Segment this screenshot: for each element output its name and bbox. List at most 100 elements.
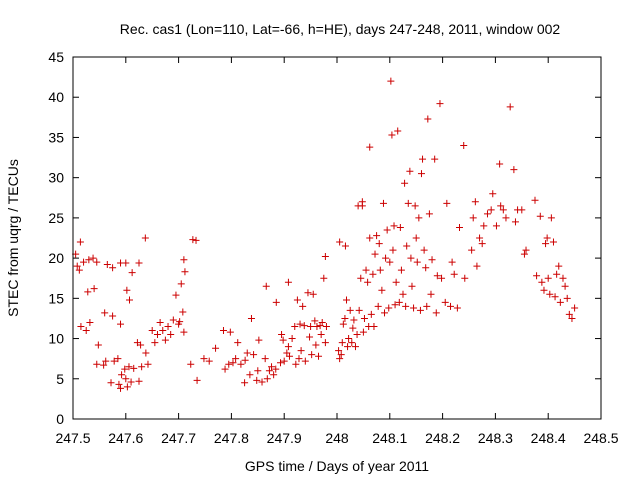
data-point (379, 199, 387, 207)
data-point (436, 100, 444, 108)
data-point (373, 232, 381, 240)
data-point (385, 304, 393, 312)
data-point (497, 202, 505, 210)
data-point (502, 214, 510, 222)
data-point (338, 339, 346, 347)
data-point (161, 336, 169, 344)
data-point (480, 222, 488, 230)
data-point (237, 360, 245, 368)
data-point (300, 322, 308, 330)
y-tick-label: 25 (48, 210, 64, 226)
data-point (277, 359, 285, 367)
data-point (538, 278, 546, 286)
data-point (408, 282, 416, 290)
y-tick-label: 30 (48, 170, 64, 186)
x-tick-label: 247.6 (108, 430, 143, 446)
data-point (253, 376, 261, 384)
data-point (232, 355, 240, 363)
data-point (93, 258, 101, 266)
data-point (345, 335, 353, 343)
data-point (180, 328, 188, 336)
data-points (72, 77, 579, 392)
data-point (82, 327, 90, 335)
data-point (473, 262, 481, 270)
data-point (109, 312, 117, 320)
data-point (370, 322, 378, 330)
data-point (107, 379, 115, 387)
y-tick-label: 35 (48, 129, 64, 145)
data-point (272, 298, 280, 306)
data-point (189, 236, 197, 244)
data-point (109, 264, 117, 272)
data-point (192, 236, 200, 244)
data-point (378, 286, 386, 294)
x-tick-label: 248 (325, 430, 349, 446)
data-point (125, 363, 133, 371)
data-point (138, 363, 146, 371)
data-point (433, 272, 441, 280)
data-point (531, 196, 539, 204)
data-point (200, 355, 208, 363)
data-point (272, 365, 280, 373)
chart-title: Rec. cas1 (Lon=110, Lat=-66, h=HE), days… (120, 21, 561, 37)
data-point (121, 365, 129, 373)
data-point (447, 302, 455, 310)
data-point (392, 278, 400, 286)
data-point (226, 328, 234, 336)
data-point (321, 253, 329, 261)
data-point (73, 262, 81, 270)
data-point (518, 206, 526, 214)
data-point (397, 266, 405, 274)
data-point (118, 371, 126, 379)
data-point (336, 238, 344, 246)
data-point (544, 274, 552, 282)
data-point (156, 318, 164, 326)
data-point (543, 234, 551, 242)
data-point (221, 365, 229, 373)
data-point (177, 280, 185, 288)
data-point (559, 274, 567, 282)
data-point (388, 131, 396, 139)
data-point (123, 286, 131, 294)
data-point (234, 339, 242, 347)
data-point (424, 115, 432, 123)
data-point (313, 322, 321, 330)
data-point (89, 254, 97, 262)
data-point (172, 291, 180, 299)
data-point (438, 274, 446, 282)
data-point (432, 309, 440, 317)
data-point (341, 314, 349, 322)
x-tick-label: 248.1 (372, 430, 407, 446)
data-point (394, 127, 402, 135)
data-point (450, 270, 458, 278)
data-point (417, 170, 425, 178)
data-point (102, 357, 110, 365)
data-point (241, 379, 249, 387)
data-point (278, 331, 286, 339)
data-point (357, 274, 365, 282)
data-point (254, 367, 262, 375)
data-point (308, 351, 316, 359)
data-point (496, 160, 504, 168)
data-point (279, 336, 287, 344)
data-point (176, 318, 184, 326)
data-point (153, 331, 161, 339)
data-point (431, 155, 439, 163)
data-point (416, 306, 424, 314)
data-point (561, 282, 569, 290)
data-point (364, 278, 372, 286)
data-point (402, 302, 410, 310)
data-point (337, 351, 345, 359)
data-point (520, 250, 528, 258)
data-point (261, 355, 269, 363)
data-point (551, 293, 559, 301)
axis-ticks: 247.5 247.6 247.7 247.8 247.9 248 248.1 248.2 24… (48, 49, 618, 446)
data-point (247, 314, 255, 322)
data-point (315, 352, 323, 360)
data-point (386, 258, 394, 266)
data-point (318, 318, 326, 326)
data-point (135, 259, 143, 267)
data-point (487, 206, 495, 214)
data-point (212, 344, 220, 352)
